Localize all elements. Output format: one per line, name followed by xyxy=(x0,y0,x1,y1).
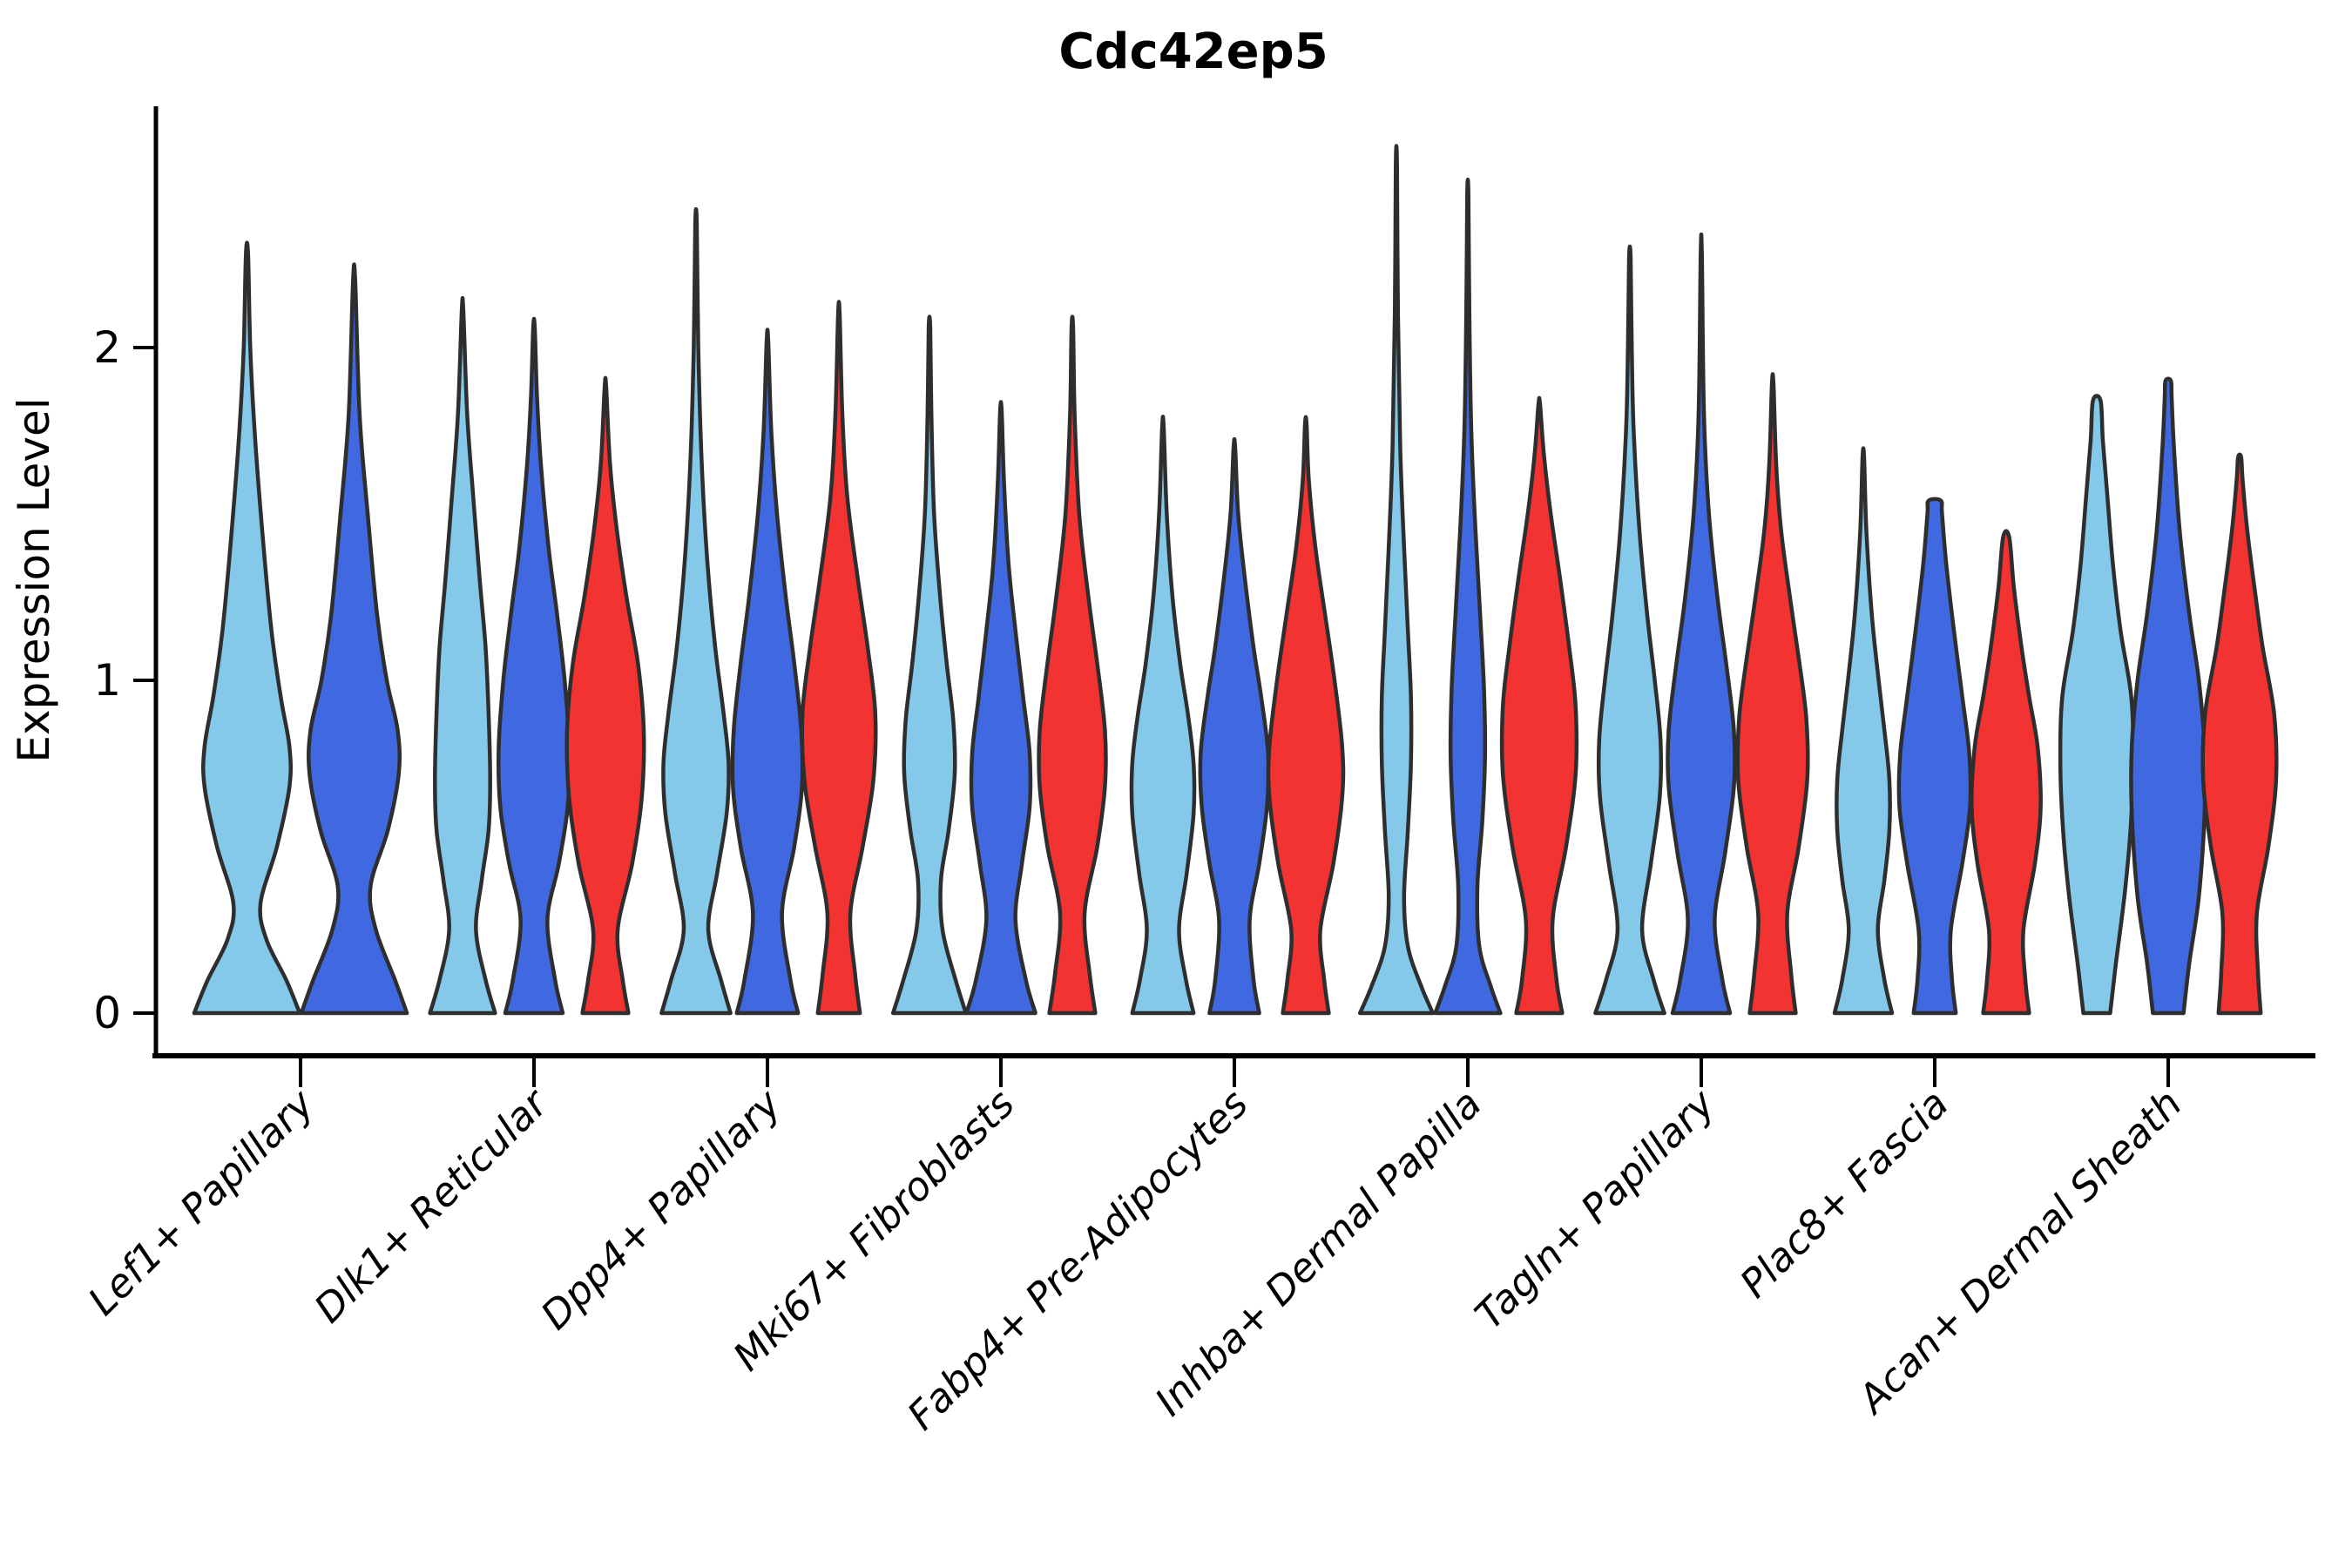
y-tick-label: 0 xyxy=(93,988,121,1038)
violin-Dlk1+ Reticular-red xyxy=(564,375,646,1016)
violin-Plac8+ Fascia-royal-blue xyxy=(1896,497,1973,1016)
violin-Mki67+ Fibroblasts-light-blue xyxy=(890,314,969,1016)
violin-Plac8+ Fascia-light-blue xyxy=(1832,446,1895,1016)
x-tick-label: Plac8+ Fascia xyxy=(1731,1080,1957,1307)
violin-Tagln+ Papillary-red xyxy=(1735,372,1810,1016)
y-axis-label: Expression Level xyxy=(9,397,59,762)
violin-Lef1+ Papillary-light-blue xyxy=(192,240,302,1016)
violin-Fabp4+ Pre-Adipocytes-light-blue xyxy=(1129,415,1197,1016)
x-tick-label: Dlk1+ Reticular xyxy=(305,1079,558,1332)
violin-Fabp4+ Pre-Adipocytes-royal-blue xyxy=(1198,436,1271,1016)
violin-Mki67+ Fibroblasts-red xyxy=(1037,314,1108,1016)
chart-title: Cdc42ep5 xyxy=(1058,24,1328,80)
violin-Inhba+ Dermal Papilla-royal-blue xyxy=(1433,177,1503,1016)
violin-Fabp4+ Pre-Adipocytes-red xyxy=(1266,415,1346,1016)
violin-Tagln+ Papillary-royal-blue xyxy=(1666,232,1737,1016)
violin-Inhba+ Dermal Papilla-light-blue xyxy=(1357,144,1436,1016)
violin-Plac8+ Fascia-red xyxy=(1970,529,2043,1016)
x-tick-label: Lef1+ Papillary xyxy=(79,1079,324,1324)
x-tick-label: Tagln+ Papillary xyxy=(1466,1079,1725,1338)
violin-Tagln+ Papillary-light-blue xyxy=(1593,244,1666,1016)
y-tick-label: 1 xyxy=(93,655,121,706)
violin-Lef1+ Papillary-royal-blue xyxy=(299,262,409,1016)
violin-Dpp4+ Papillary-royal-blue xyxy=(730,328,805,1016)
axes-layer xyxy=(133,106,2315,1087)
violin-Acan+ Dermal Sheath-royal-blue xyxy=(2129,376,2207,1016)
violin-Acan+ Dermal Sheath-light-blue xyxy=(2058,394,2136,1016)
violin-Inhba+ Dermal Papilla-red xyxy=(1499,395,1579,1016)
violin-Dlk1+ Reticular-royal-blue xyxy=(497,316,571,1016)
violin-Dlk1+ Reticular-light-blue xyxy=(428,295,497,1016)
y-tick-label: 2 xyxy=(93,322,121,373)
x-tick-label: Dpp4+ Papillary xyxy=(532,1079,791,1338)
violin-Mki67+ Fibroblasts-royal-blue xyxy=(964,400,1037,1016)
violin-Acan+ Dermal Sheath-red xyxy=(2200,452,2279,1016)
violin-Dpp4+ Papillary-red xyxy=(800,300,878,1016)
violin-layer xyxy=(192,144,2279,1016)
violin-Dpp4+ Papillary-light-blue xyxy=(659,206,733,1016)
